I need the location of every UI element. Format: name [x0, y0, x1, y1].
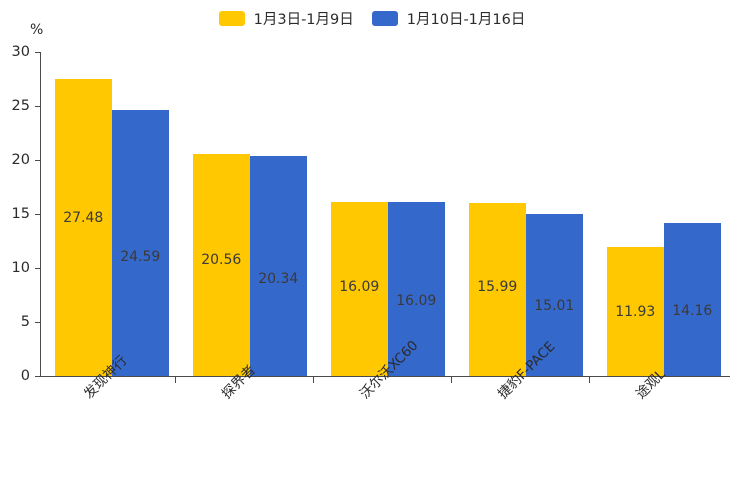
bar-value-label: 11.93 [615, 303, 656, 320]
y-axis-tick-label: 10 [11, 260, 30, 276]
y-axis-tick-mark [35, 160, 40, 161]
bar-value-label: 15.01 [534, 298, 575, 315]
y-axis-tick-label: 0 [20, 368, 30, 384]
bar-series-2[interactable]: 14.16 [663, 223, 721, 376]
bar-series-2[interactable]: 16.09 [387, 202, 445, 376]
bar-value-label: 24.59 [120, 248, 161, 265]
chart-legend: 1月3日-1月9日 1月10日-1月16日 [0, 8, 744, 29]
plot-area: 27.48 24.59 20.56 20.34 16.09 16.09 15.99 15.01… [40, 52, 730, 376]
bar-value-label: 20.34 [258, 270, 299, 287]
y-axis-tick-mark [35, 52, 40, 53]
bar-value-label: 16.09 [396, 292, 437, 309]
y-axis-tick-label: 25 [11, 98, 30, 114]
bar-series-1[interactable]: 20.56 [192, 153, 250, 376]
bar-series-1[interactable]: 15.99 [468, 203, 526, 376]
bar-series-1[interactable]: 16.09 [330, 202, 388, 376]
bar-value-label: 20.56 [201, 251, 242, 268]
legend-swatch-series-2 [371, 11, 398, 26]
x-axis-tick-mark [175, 377, 176, 383]
y-axis-unit-label: % [30, 22, 44, 38]
bar-value-label: 16.09 [339, 278, 380, 295]
legend-item-series-2[interactable]: 1月10日-1月16日 [371, 8, 526, 29]
legend-swatch-series-1 [218, 11, 245, 26]
y-axis-tick-mark [35, 268, 40, 269]
bar-value-label: 15.99 [477, 279, 518, 296]
legend-label-series-1: 1月3日-1月9日 [253, 12, 354, 28]
bar-series-2[interactable]: 20.34 [249, 156, 307, 376]
bar-value-label: 14.16 [672, 302, 713, 319]
bar-value-label: 27.48 [63, 209, 104, 226]
bar-series-1[interactable]: 11.93 [606, 247, 664, 376]
y-axis-tick-label: 30 [11, 44, 30, 60]
y-axis-tick-mark [35, 214, 40, 215]
x-axis-tick-mark [313, 377, 314, 383]
y-axis-tick-label: 15 [11, 206, 30, 222]
y-axis-tick-mark [35, 106, 40, 107]
y-axis-line [40, 52, 41, 377]
y-axis-tick-label: 20 [11, 152, 30, 168]
y-axis-tick-label: 5 [20, 314, 30, 330]
x-axis-line [40, 376, 730, 377]
x-axis-tick-mark [451, 377, 452, 383]
y-axis-tick-mark [35, 376, 40, 377]
bar-series-2[interactable]: 15.01 [525, 213, 583, 376]
legend-item-series-1[interactable]: 1月3日-1月9日 [218, 8, 354, 29]
y-axis-tick-mark [35, 322, 40, 323]
bar-series-2[interactable]: 24.59 [111, 110, 169, 376]
bar-series-1[interactable]: 27.48 [54, 79, 112, 376]
legend-label-series-2: 1月10日-1月16日 [406, 12, 526, 28]
x-axis-tick-mark [589, 377, 590, 383]
